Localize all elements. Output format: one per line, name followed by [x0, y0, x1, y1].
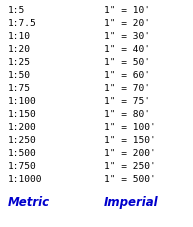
Text: Imperial: Imperial [104, 195, 159, 208]
Text: 1:20: 1:20 [8, 45, 31, 54]
Text: 1" = 75': 1" = 75' [104, 96, 150, 106]
Text: 1:500: 1:500 [8, 148, 36, 157]
Text: 1" = 30': 1" = 30' [104, 32, 150, 41]
Text: 1" = 500': 1" = 500' [104, 174, 156, 183]
Text: 1" = 20': 1" = 20' [104, 19, 150, 28]
Text: Metric: Metric [8, 195, 50, 208]
Text: 1" = 250': 1" = 250' [104, 161, 156, 170]
Text: 1" = 200': 1" = 200' [104, 148, 156, 157]
Text: 1" = 50': 1" = 50' [104, 58, 150, 67]
Text: 1:25: 1:25 [8, 58, 31, 67]
Text: 1" = 70': 1" = 70' [104, 84, 150, 93]
Text: 1:250: 1:250 [8, 135, 36, 144]
Text: 1:750: 1:750 [8, 161, 36, 170]
Text: 1:200: 1:200 [8, 122, 36, 131]
Text: 1" = 100': 1" = 100' [104, 122, 156, 131]
Text: 1:100: 1:100 [8, 96, 36, 106]
Text: 1:1000: 1:1000 [8, 174, 42, 183]
Text: 1:150: 1:150 [8, 109, 36, 118]
Text: 1" = 40': 1" = 40' [104, 45, 150, 54]
Text: 1" = 80': 1" = 80' [104, 109, 150, 118]
Text: 1" = 150': 1" = 150' [104, 135, 156, 144]
Text: 1:10: 1:10 [8, 32, 31, 41]
Text: 1:7.5: 1:7.5 [8, 19, 36, 28]
Text: 1:75: 1:75 [8, 84, 31, 93]
Text: 1" = 10': 1" = 10' [104, 6, 150, 15]
Text: 1:50: 1:50 [8, 71, 31, 80]
Text: 1" = 60': 1" = 60' [104, 71, 150, 80]
Text: 1:5: 1:5 [8, 6, 25, 15]
